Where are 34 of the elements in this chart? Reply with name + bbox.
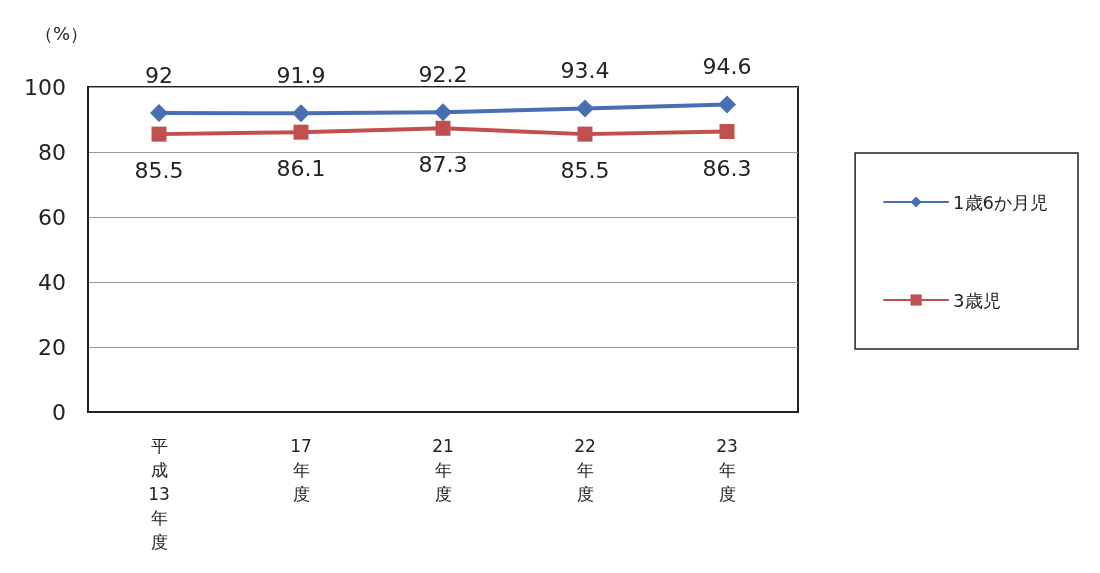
data-label: 91.9 [276, 62, 326, 88]
y-tick-label: 60 [38, 204, 66, 230]
data-label: 86.1 [276, 156, 326, 182]
legend-label: 1歳6か月児 [953, 191, 1048, 213]
point [435, 120, 451, 136]
data-label: 86.3 [702, 155, 752, 181]
point [151, 126, 167, 142]
x-tick-label: 22年度 [574, 436, 596, 504]
x-tick-label: 23年度 [716, 436, 738, 504]
point [293, 124, 309, 140]
data-label: 87.3 [418, 152, 468, 178]
x-tick-label: 17年度 [290, 436, 312, 504]
x-tick-label: 21年度 [432, 436, 454, 504]
x-tick-label: 平成13年度 [148, 436, 170, 552]
point [576, 99, 594, 118]
data-label: 85.5 [560, 158, 610, 184]
y-tick-label: 40 [38, 269, 66, 295]
point [577, 126, 593, 142]
y-tick-label: 0 [52, 399, 66, 425]
point [719, 124, 735, 140]
legend-label: 3歳児 [953, 289, 1001, 311]
y-tick-label: 80 [38, 139, 66, 165]
y-tick-label: 100 [24, 74, 66, 100]
y-axis-title: （%） [34, 22, 88, 44]
data-label: 92 [145, 62, 173, 88]
point [434, 103, 452, 122]
data-label: 92.2 [418, 61, 468, 87]
point [718, 95, 736, 114]
data-label: 85.5 [134, 158, 184, 184]
point [292, 104, 310, 123]
point [150, 104, 168, 122]
data-label: 94.6 [702, 54, 752, 80]
y-tick-label: 20 [38, 334, 66, 360]
data-label: 93.4 [560, 57, 610, 83]
